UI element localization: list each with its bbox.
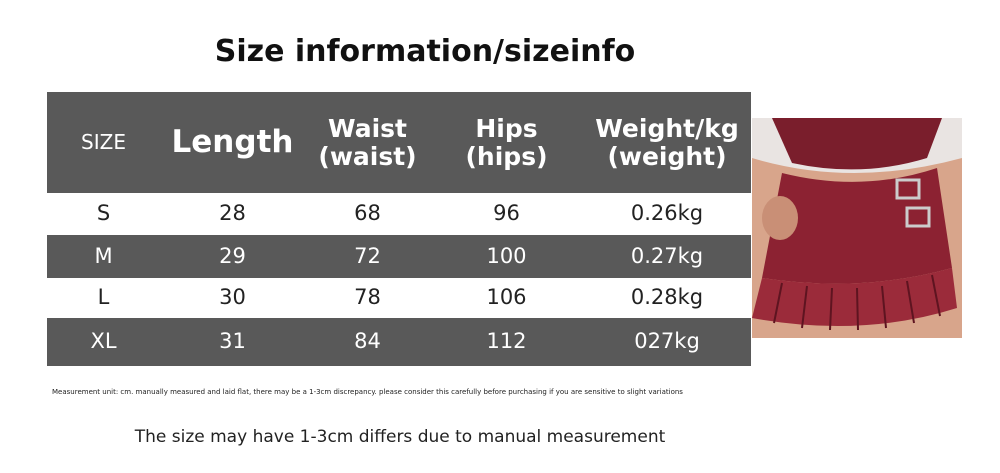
table-row: L 30 78 106 0.28kg [47, 278, 751, 318]
cell-text: 72 [354, 243, 381, 268]
cell-text: 30 [219, 285, 246, 310]
header-text: SIZE [81, 130, 126, 155]
header-cell: SIZE [47, 92, 160, 193]
cell-text: XL [90, 329, 117, 354]
table-cell: XL [47, 318, 160, 366]
footer: The size may have 1-3cm differs due to m… [134, 427, 666, 447]
cell-text: 28 [219, 201, 246, 226]
product-photo [752, 118, 962, 338]
header-text: Weight/kg [595, 113, 739, 143]
table-cell: 0.26kg [583, 193, 751, 235]
cell-text: 027kg [634, 329, 700, 354]
table-cell: M [47, 235, 160, 278]
header-text: (hips) [465, 141, 548, 171]
cell-text: 78 [354, 285, 381, 310]
header-text: Hips [475, 113, 538, 143]
table-cell: 0.27kg [583, 235, 751, 278]
header-text: (waist) [318, 141, 417, 171]
cell-text: S [96, 201, 111, 226]
table-cell: 78 [305, 278, 430, 318]
cell-text: L [97, 285, 110, 310]
table-row: M 29 72 100 0.27kg [47, 235, 751, 278]
table-cell: 29 [160, 235, 305, 278]
table-cell: 28 [160, 193, 305, 235]
cell-text: 96 [493, 201, 520, 226]
header-text: Length [171, 124, 294, 161]
table-cell: 96 [430, 193, 583, 235]
cell-text: 31 [219, 329, 246, 354]
cell-text: 84 [354, 329, 381, 354]
table-cell: S [47, 193, 160, 235]
cell-text: 29 [219, 243, 246, 268]
header-text: (weight) [607, 141, 727, 171]
cell-text: 112 [486, 329, 527, 354]
table-cell: 84 [305, 318, 430, 366]
table-cell: 112 [430, 318, 583, 366]
table-cell: 106 [430, 278, 583, 318]
table-cell: 72 [305, 235, 430, 278]
cell-text: M [94, 243, 113, 268]
table-cell: 30 [160, 278, 305, 318]
header-cell: Weight/kg (weight) [583, 92, 751, 193]
cell-text: 0.26kg [630, 201, 704, 226]
table-row: XL 31 84 112 027kg [47, 318, 751, 366]
table-row: S 28 68 96 0.26kg [47, 193, 751, 235]
table-cell: L [47, 278, 160, 318]
header-cell: Length [160, 92, 305, 193]
header-cell: Waist (waist) [305, 92, 430, 193]
table-cell: 0.28kg [583, 278, 751, 318]
note: Measurement unit: cm. manually measured … [52, 388, 683, 396]
cell-text: 0.28kg [630, 285, 704, 310]
header-text: Waist [328, 113, 407, 143]
cell-text: 100 [486, 243, 527, 268]
table-cell: 68 [305, 193, 430, 235]
table-cell: 31 [160, 318, 305, 366]
table-cell: 100 [430, 235, 583, 278]
cell-text: 106 [486, 285, 527, 310]
cell-text: 68 [354, 201, 381, 226]
cell-text: 0.27kg [630, 243, 704, 268]
table-cell: 027kg [583, 318, 751, 366]
title: Size information/sizeinfo [214, 34, 636, 69]
header-cell: Hips (hips) [430, 92, 583, 193]
header-row: SIZE Length Waist (waist) Hips (hips) Weight/k… [47, 92, 751, 193]
